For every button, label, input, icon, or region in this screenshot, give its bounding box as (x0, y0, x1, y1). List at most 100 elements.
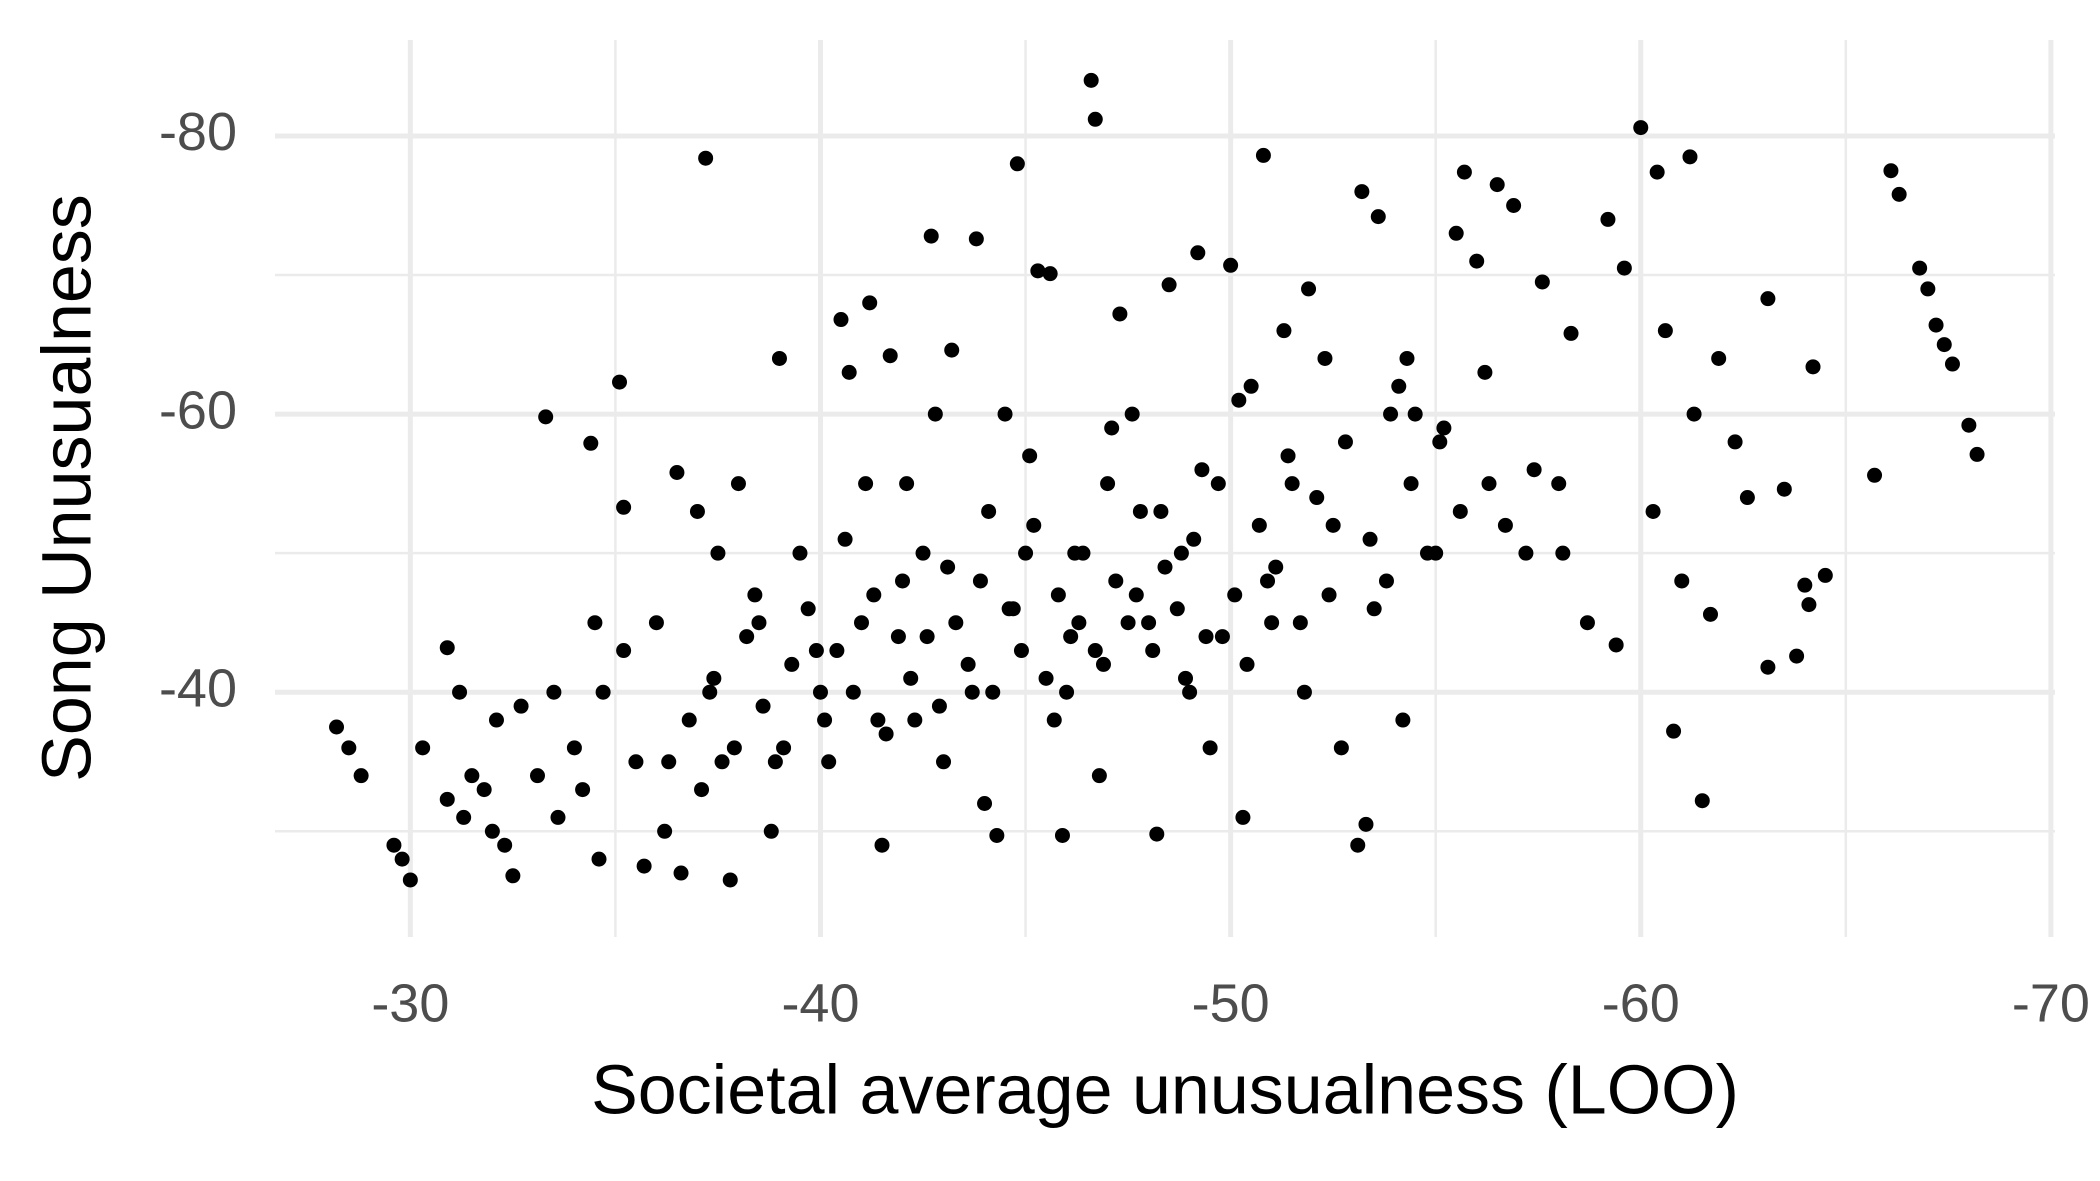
point (1354, 184, 1370, 200)
point (1260, 573, 1276, 589)
point (1321, 587, 1337, 603)
point (1104, 420, 1120, 436)
point (1050, 587, 1066, 603)
point (895, 573, 911, 589)
point (817, 712, 833, 728)
point (1686, 406, 1702, 422)
x-axis-title: Societal average unusualness (LOO) (591, 1050, 1739, 1128)
point (587, 615, 603, 631)
point (874, 837, 890, 853)
point (1042, 266, 1058, 282)
point (591, 851, 607, 867)
point (1083, 72, 1099, 88)
points (329, 72, 1985, 888)
point (960, 656, 976, 672)
point (1407, 406, 1423, 422)
point (1961, 417, 1977, 433)
point (1370, 209, 1386, 225)
point (1100, 476, 1116, 492)
point (1169, 601, 1185, 617)
point (1776, 481, 1792, 497)
point (329, 719, 345, 735)
point (1071, 615, 1087, 631)
point (858, 476, 874, 492)
point (927, 406, 943, 422)
point (1013, 643, 1029, 659)
point (1145, 643, 1161, 659)
point (833, 312, 849, 328)
point (1292, 615, 1308, 631)
point (484, 823, 500, 839)
point (1944, 356, 1960, 372)
point (1317, 350, 1333, 366)
point (636, 858, 652, 874)
point (1325, 517, 1341, 533)
point (878, 726, 894, 742)
point (1674, 573, 1690, 589)
y-tick-label: -80 (159, 102, 237, 162)
point (1124, 406, 1140, 422)
point (1264, 615, 1280, 631)
point (923, 228, 939, 244)
point (341, 740, 357, 756)
point (907, 712, 923, 728)
point (616, 643, 632, 659)
point (1633, 120, 1649, 136)
point (1969, 446, 1985, 462)
point (1358, 816, 1374, 832)
point (1296, 684, 1312, 700)
point (1194, 462, 1210, 478)
point (702, 684, 718, 700)
point (751, 615, 767, 631)
point (1452, 503, 1468, 519)
point (612, 374, 628, 390)
point (1063, 629, 1079, 645)
point (1702, 606, 1718, 622)
point (1645, 503, 1661, 519)
point (940, 559, 956, 575)
point (890, 629, 906, 645)
point (1087, 643, 1103, 659)
point (1579, 615, 1595, 631)
point (616, 499, 632, 515)
point (505, 868, 521, 884)
point (1391, 378, 1407, 394)
point (1223, 257, 1239, 273)
point (1497, 517, 1513, 533)
point (1276, 323, 1292, 339)
point (1366, 601, 1382, 617)
point (1801, 597, 1817, 613)
point (1132, 503, 1148, 519)
labels: -30 -40 -50 -60 -70 -40 -60 -80 (159, 102, 2090, 1033)
point (968, 231, 984, 247)
point (402, 872, 418, 888)
point (1563, 325, 1579, 341)
point (681, 712, 697, 728)
point (669, 465, 685, 481)
point (386, 837, 402, 853)
point (456, 809, 472, 825)
point (767, 754, 783, 770)
point (1616, 260, 1632, 276)
point (1251, 517, 1267, 533)
point (903, 670, 919, 686)
point (870, 712, 886, 728)
point (964, 684, 980, 700)
point (1173, 545, 1189, 561)
x-tick-label: -60 (1602, 973, 1680, 1033)
point (812, 684, 828, 700)
point (394, 851, 410, 867)
point (439, 640, 455, 656)
point (1469, 253, 1485, 269)
point (853, 615, 869, 631)
point (1153, 503, 1169, 519)
point (529, 768, 545, 784)
point (1789, 648, 1805, 664)
point (1419, 545, 1435, 561)
point (1198, 629, 1214, 645)
point (1243, 378, 1259, 394)
point (1046, 712, 1062, 728)
point (1395, 712, 1411, 728)
point (899, 476, 915, 492)
point (1005, 601, 1021, 617)
